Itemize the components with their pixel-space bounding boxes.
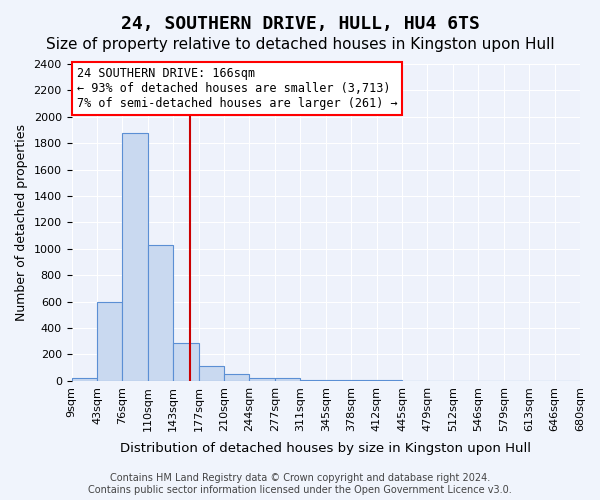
Bar [148, 245, 173, 381]
Text: Size of property relative to detached houses in Kingston upon Hull: Size of property relative to detached ho… [46, 38, 554, 52]
Text: 24, SOUTHERN DRIVE, HULL, HU4 6TS: 24, SOUTHERN DRIVE, HULL, HU4 6TS [121, 15, 479, 33]
Bar [351, 380, 377, 381]
Bar [377, 380, 402, 381]
Bar [275, 378, 301, 381]
Bar [173, 342, 199, 381]
Bar [97, 302, 122, 381]
Bar [71, 378, 97, 381]
Bar [122, 132, 148, 381]
Bar [301, 380, 326, 381]
Text: Contains HM Land Registry data © Crown copyright and database right 2024.
Contai: Contains HM Land Registry data © Crown c… [88, 474, 512, 495]
X-axis label: Distribution of detached houses by size in Kingston upon Hull: Distribution of detached houses by size … [120, 442, 531, 455]
Bar [326, 380, 351, 381]
Bar [224, 374, 250, 381]
Bar [250, 378, 275, 381]
Y-axis label: Number of detached properties: Number of detached properties [15, 124, 28, 321]
Text: 24 SOUTHERN DRIVE: 166sqm
← 93% of detached houses are smaller (3,713)
7% of sem: 24 SOUTHERN DRIVE: 166sqm ← 93% of detac… [77, 67, 397, 110]
Bar [199, 366, 224, 381]
